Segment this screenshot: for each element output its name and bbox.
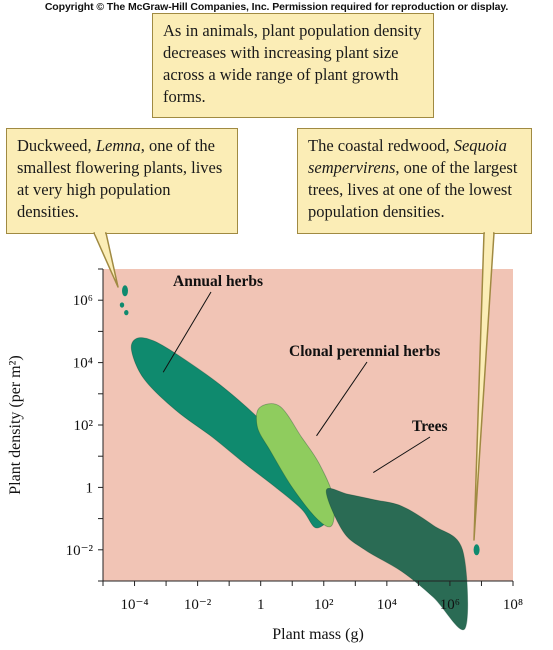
- callout-redwood: The coastal redwood, Sequoia semperviren…: [297, 128, 532, 234]
- callout-pointers: [93, 231, 495, 541]
- annotation-leader: [316, 361, 368, 437]
- callout-duckweed-italic: Lemna: [95, 136, 141, 155]
- callout-main: As in animals, plant population density …: [152, 13, 434, 118]
- callout-redwood-pre: The coastal redwood,: [308, 136, 454, 155]
- callout-duckweed-post: , one of the smallest flowering plants, …: [17, 136, 223, 221]
- callout-redwood-italic: Sequoia sempervirens: [308, 136, 507, 177]
- duckweed-point: [119, 302, 125, 308]
- plot-area: [103, 269, 513, 581]
- duckweed-point: [122, 285, 128, 297]
- x-tick-label: 10²: [314, 597, 334, 613]
- y-tick-label: 10⁶: [73, 293, 93, 309]
- x-tick-label: 10⁸: [503, 597, 523, 613]
- y-tick-label: 1: [86, 480, 94, 496]
- x-tick-label: 10⁻²: [184, 597, 212, 613]
- annotation-trees: Trees: [412, 418, 448, 435]
- x-tick-label: 1: [257, 597, 265, 613]
- x-tick-label: 10⁴: [377, 597, 397, 613]
- duckweed-point: [124, 310, 129, 316]
- data-regions: [119, 285, 480, 631]
- y-tick-label: 10²: [74, 418, 94, 434]
- y-axis-label: Plant density (per m²): [7, 355, 24, 494]
- annotation-leader: [162, 291, 212, 373]
- trees-region: [325, 487, 469, 631]
- clonal-perennial-herbs-region: [255, 403, 335, 528]
- axes: 10⁻⁴ 10⁻² 1 10² 10⁴ 10⁶ 10⁸ 10⁶ 10⁴ 10² 1 10⁻²: [66, 268, 523, 613]
- x-axis-label: Plant mass (g): [272, 626, 364, 643]
- callout-redwood-post: , one of the largest trees, lives at one…: [308, 158, 518, 221]
- y-tick-label: 10⁻²: [66, 543, 94, 559]
- callout-main-text: As in animals, plant population density …: [163, 21, 422, 106]
- annotations: Annual herbs Clonal perennial herbs Trees: [162, 273, 448, 473]
- annotation-annual-herbs: Annual herbs: [173, 273, 263, 290]
- callout-duckweed: Duckweed, Lemna, one of the smallest flo…: [6, 128, 238, 234]
- copyright-notice: Copyright © The McGraw-Hill Companies, I…: [44, 1, 509, 13]
- annotation-leader: [373, 436, 431, 473]
- annotation-clonal-perennial-herbs: Clonal perennial herbs: [289, 343, 440, 360]
- x-tick-label: 10⁻⁴: [120, 597, 148, 613]
- x-tick-label: 10⁶: [440, 597, 460, 613]
- sequoia-point: [473, 544, 480, 556]
- callout-duckweed-pre: Duckweed,: [17, 136, 96, 155]
- y-tick-label: 10⁴: [73, 356, 93, 372]
